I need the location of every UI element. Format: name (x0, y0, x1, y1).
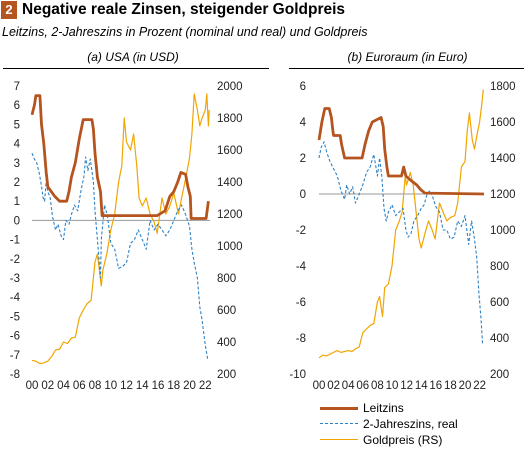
y-left-tick-label-euroraum: -4 (296, 261, 307, 273)
y-left-tick-label-usa: 6 (14, 100, 20, 112)
y-right-tick-label-usa: 1800 (217, 113, 243, 125)
x-tick-label-euroraum: 00 (313, 380, 326, 392)
y-left-tick-label-usa: 0 (14, 215, 20, 227)
y-right-tick-label-euroraum: 1400 (490, 153, 516, 165)
x-tick-label-euroraum: 10 (386, 380, 399, 392)
y-left-tick-label-usa: -4 (10, 292, 21, 304)
x-tick-label-euroraum: 02 (327, 380, 340, 392)
panel-title-euroraum: (b) Euroraum (in Euro) (347, 50, 468, 64)
x-tick-label-euroraum: 14 (415, 380, 428, 392)
y-left-tick-label-euroraum: -6 (296, 297, 306, 309)
x-tick-label-usa: 12 (120, 380, 133, 392)
series-line-gold-usa (31, 93, 210, 365)
y-right-tick-label-euroraum: 1200 (490, 189, 516, 201)
panel-title-rule-usa (3, 68, 269, 69)
figure-subtitle: Leitzins, 2-Jahreszins in Prozent (nomin… (2, 25, 368, 39)
y-right-tick-label-euroraum: 1000 (490, 225, 516, 237)
y-right-tick-label-euroraum: 400 (490, 333, 509, 345)
x-tick-label-usa: 22 (199, 380, 212, 392)
y-left-tick-label-euroraum: -10 (289, 369, 306, 381)
y-left-tick-label-usa: -5 (10, 311, 20, 323)
legend-swatch-gold (320, 439, 358, 440)
y-right-tick-label-usa: 400 (217, 337, 236, 349)
y-right-tick-label-euroraum: 1600 (490, 117, 516, 129)
x-tick-label-usa: 08 (89, 380, 102, 392)
y-left-tick-label-euroraum: 4 (300, 117, 307, 129)
legend-label-leitzins: Leitzins (363, 401, 404, 415)
x-tick-label-usa: 10 (104, 380, 117, 392)
y-left-tick-label-usa: 4 (14, 139, 21, 151)
y-right-tick-label-usa: 1200 (217, 209, 243, 221)
y-right-tick-label-euroraum: 600 (490, 297, 509, 309)
y-right-tick-label-usa: 1600 (217, 145, 243, 157)
y-left-tick-label-euroraum: 2 (300, 153, 306, 165)
y-right-tick-label-euroraum: 1800 (490, 81, 516, 93)
x-tick-label-usa: 18 (167, 380, 180, 392)
y-right-tick-label-usa: 800 (217, 273, 236, 285)
y-left-tick-label-usa: 1 (14, 196, 20, 208)
figure-number-badge: 2 (1, 1, 17, 19)
y-left-tick-label-euroraum: -8 (296, 333, 306, 345)
x-tick-label-usa: 16 (152, 380, 165, 392)
series-line-leitzins-usa (30, 94, 210, 220)
y-left-tick-label-usa: 2 (14, 177, 20, 189)
series-line-real-usa (31, 152, 209, 359)
y-right-tick-label-usa: 2000 (217, 81, 243, 93)
x-tick-label-euroraum: 12 (400, 380, 413, 392)
y-left-tick-label-usa: -1 (10, 235, 20, 247)
y-left-tick-label-usa: -6 (10, 331, 20, 343)
legend-swatch-leitzins (320, 407, 358, 410)
x-tick-label-euroraum: 22 (473, 380, 486, 392)
panel-title-rule-euroraum (289, 68, 524, 69)
y-left-tick-label-usa: -7 (10, 350, 20, 362)
y-right-tick-label-usa: 600 (217, 305, 236, 317)
y-right-tick-label-usa: 200 (217, 369, 236, 381)
x-tick-label-euroraum: 04 (342, 380, 355, 392)
y-left-tick-label-usa: 3 (14, 158, 20, 170)
x-tick-label-usa: 14 (136, 380, 149, 392)
x-tick-label-usa: 06 (73, 380, 86, 392)
series-line-gold-euroraum (318, 89, 484, 359)
x-tick-label-euroraum: 20 (459, 380, 472, 392)
legend-swatch-real (320, 423, 358, 424)
legend-label-gold: Goldpreis (RS) (363, 433, 443, 447)
y-left-tick-label-usa: 7 (14, 81, 20, 93)
x-tick-label-usa: 20 (183, 380, 196, 392)
y-right-tick-label-euroraum: 800 (490, 261, 509, 273)
x-tick-label-usa: 02 (41, 380, 54, 392)
x-tick-label-usa: 04 (57, 380, 70, 392)
x-tick-label-euroraum: 16 (429, 380, 442, 392)
y-left-tick-label-usa: -8 (10, 369, 20, 381)
y-right-tick-label-euroraum: 200 (490, 369, 509, 381)
x-tick-label-usa: 00 (26, 380, 39, 392)
y-left-tick-label-euroraum: 0 (300, 189, 306, 201)
x-tick-label-euroraum: 06 (356, 380, 369, 392)
y-left-tick-label-usa: 5 (14, 119, 20, 131)
y-left-tick-label-euroraum: -2 (296, 225, 306, 237)
x-tick-label-euroraum: 18 (444, 380, 457, 392)
series-line-leitzins-euroraum (317, 107, 485, 196)
legend-label-real: 2-Jahreszins, real (363, 417, 458, 431)
figure-title: Negative reale Zinsen, steigender Goldpr… (22, 1, 346, 18)
y-right-tick-label-usa: 1000 (217, 241, 243, 253)
panel-title-usa: (a) USA (in USD) (87, 50, 179, 64)
y-left-tick-label-usa: -2 (10, 254, 20, 266)
x-tick-label-euroraum: 08 (371, 380, 384, 392)
y-left-tick-label-usa: -3 (10, 273, 20, 285)
y-right-tick-label-usa: 1400 (217, 177, 243, 189)
y-left-tick-label-euroraum: 6 (300, 81, 306, 93)
series-line-real-euroraum (318, 141, 484, 344)
